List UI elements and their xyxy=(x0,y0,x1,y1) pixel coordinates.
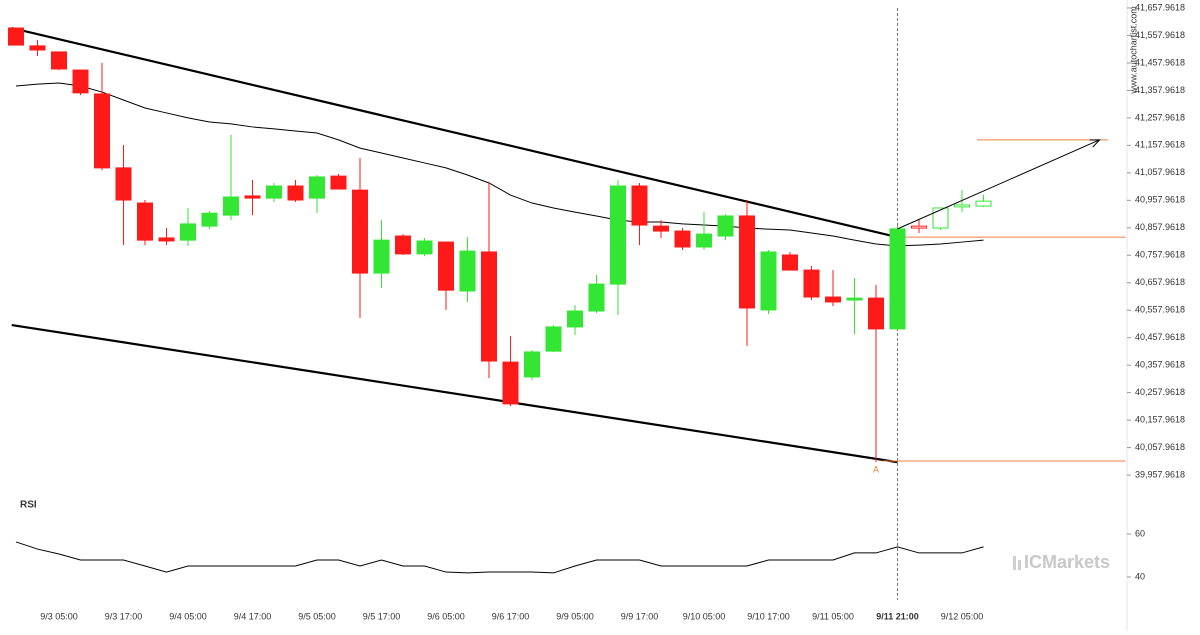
y-tick-label: 40,257.9618 xyxy=(1135,387,1185,397)
y-tick-label: 41,257.9618 xyxy=(1135,112,1185,122)
y-tick-label: 40,757.9618 xyxy=(1135,250,1185,260)
rsi-line xyxy=(15,541,984,574)
x-tick-label: 9/3 05:00 xyxy=(40,611,78,621)
candle-body xyxy=(567,310,583,328)
y-tick-label: 41,557.9618 xyxy=(1135,30,1185,40)
candle-body xyxy=(954,204,970,208)
candle-body xyxy=(588,283,605,312)
x-tick-label: 9/9 17:00 xyxy=(621,611,659,621)
candle-body xyxy=(395,235,411,255)
candle-body xyxy=(244,195,261,199)
x-tick-label: 9/10 05:00 xyxy=(683,611,726,621)
y-tick-label: 41,357.9618 xyxy=(1135,85,1185,95)
candle-body xyxy=(51,51,67,70)
y-tick-label: 40,357.9618 xyxy=(1135,360,1185,370)
candle-body xyxy=(846,297,863,301)
y-tick-label: 40,557.9618 xyxy=(1135,305,1185,315)
candle-body xyxy=(803,269,820,298)
candle-body xyxy=(309,176,325,199)
y-tick-label: 41,457.9618 xyxy=(1135,57,1185,67)
candle-body xyxy=(223,196,239,216)
logo-bar xyxy=(1013,556,1016,570)
candle-body xyxy=(481,251,497,362)
y-tick-label: 40,457.9618 xyxy=(1135,332,1185,342)
candle-body xyxy=(438,241,454,291)
candle-body xyxy=(72,69,89,94)
brand-logo: ICMarkets xyxy=(1013,552,1110,572)
candle-body xyxy=(373,239,390,274)
logo-bar xyxy=(1018,560,1021,570)
rsi-tick-label: 40 xyxy=(1135,571,1145,581)
y-tick-label: 40,157.9618 xyxy=(1135,414,1185,424)
candle-body xyxy=(545,326,562,352)
candle-body xyxy=(631,185,648,226)
candle-body xyxy=(524,351,540,378)
candle-body xyxy=(653,225,669,232)
candle-body xyxy=(29,45,46,51)
point-label: A xyxy=(873,465,879,475)
candle-body xyxy=(137,202,153,241)
candle-body xyxy=(760,251,777,311)
candle-body xyxy=(889,228,906,330)
x-tick-label: 9/9 05:00 xyxy=(556,611,594,621)
candle-body xyxy=(158,237,175,242)
candle-body xyxy=(868,297,884,330)
y-tick-label: 40,057.9618 xyxy=(1135,442,1185,452)
candle-body xyxy=(696,233,712,248)
brand: ICMarkets xyxy=(1024,552,1110,572)
candle-body xyxy=(352,189,368,274)
candle-body xyxy=(975,200,992,207)
x-tick-label: 9/4 05:00 xyxy=(169,611,207,621)
y-tick-label: 41,157.9618 xyxy=(1135,140,1185,150)
y-tick-label: 40,857.9618 xyxy=(1135,222,1185,232)
x-tick-label: 9/3 17:00 xyxy=(105,611,143,621)
candle-body xyxy=(287,185,304,201)
trendline xyxy=(11,323,898,464)
candle-body xyxy=(932,207,949,229)
x-tick-label: 9/12 05:00 xyxy=(941,611,984,621)
x-tick-label: 9/6 17:00 xyxy=(492,611,530,621)
watermark: www.autochartist.com xyxy=(1128,6,1138,95)
rsi-title: RSI xyxy=(20,500,37,511)
candle-body xyxy=(739,215,755,309)
candle-body xyxy=(94,93,110,169)
rsi-tick-label: 60 xyxy=(1135,528,1145,538)
x-tick-label: 9/4 17:00 xyxy=(234,611,272,621)
candle-body xyxy=(911,225,927,229)
candle-body xyxy=(115,167,132,201)
candle-body xyxy=(330,175,347,190)
x-tick-label: 9/6 05:00 xyxy=(427,611,465,621)
x-tick-label: 9/11 21:00 xyxy=(876,611,919,621)
candle-body xyxy=(610,185,626,285)
x-tick-label: 9/5 17:00 xyxy=(363,611,401,621)
candle-body xyxy=(8,27,24,46)
y-tick-label: 41,657.9618 xyxy=(1135,2,1185,12)
y-tick-label: 40,657.9618 xyxy=(1135,277,1185,287)
candle-body xyxy=(674,230,691,248)
candle-body xyxy=(502,361,519,405)
forecast-arrow xyxy=(897,139,1100,230)
trendline xyxy=(11,26,898,239)
candle-body xyxy=(180,223,196,241)
candle-body xyxy=(825,296,841,303)
y-tick-label: 40,957.9618 xyxy=(1135,195,1185,205)
candle-body xyxy=(459,250,476,292)
x-tick-label: 9/11 05:00 xyxy=(812,611,854,621)
x-tick-label: 9/5 05:00 xyxy=(298,611,336,621)
x-tick-label: 9/10 17:00 xyxy=(747,611,790,621)
y-tick-label: 41,057.9618 xyxy=(1135,167,1185,177)
candle-body xyxy=(717,215,734,237)
y-tick-label: 39,957.9618 xyxy=(1135,469,1185,479)
moving-average xyxy=(15,82,984,247)
candle-body xyxy=(201,212,218,227)
candle-body xyxy=(782,254,798,271)
arrow-head xyxy=(1089,139,1101,148)
candle-body xyxy=(416,240,433,255)
candle-body xyxy=(266,185,282,199)
